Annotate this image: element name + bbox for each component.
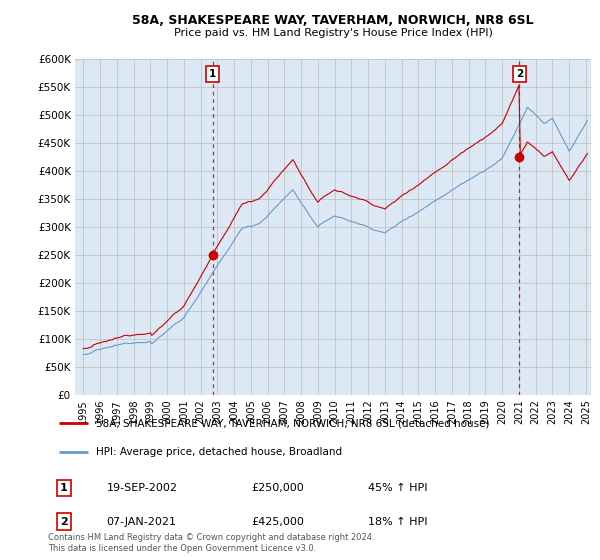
Text: 18% ↑ HPI: 18% ↑ HPI [368,516,428,526]
Text: 58A, SHAKESPEARE WAY, TAVERHAM, NORWICH, NR8 6SL: 58A, SHAKESPEARE WAY, TAVERHAM, NORWICH,… [132,14,534,27]
Text: HPI: Average price, detached house, Broadland: HPI: Average price, detached house, Broa… [96,447,342,457]
Text: Contains HM Land Registry data © Crown copyright and database right 2024.
This d: Contains HM Land Registry data © Crown c… [48,533,374,553]
Text: 1: 1 [60,483,68,493]
Text: Price paid vs. HM Land Registry's House Price Index (HPI): Price paid vs. HM Land Registry's House … [173,28,493,38]
Text: 45% ↑ HPI: 45% ↑ HPI [368,483,428,493]
Text: £425,000: £425,000 [251,516,304,526]
Text: 58A, SHAKESPEARE WAY, TAVERHAM, NORWICH, NR8 6SL (detached house): 58A, SHAKESPEARE WAY, TAVERHAM, NORWICH,… [96,418,490,428]
Text: 2: 2 [60,516,68,526]
Text: 2: 2 [515,69,523,79]
Text: 19-SEP-2002: 19-SEP-2002 [107,483,178,493]
Text: £250,000: £250,000 [251,483,304,493]
Text: 07-JAN-2021: 07-JAN-2021 [107,516,177,526]
Text: 1: 1 [209,69,217,79]
